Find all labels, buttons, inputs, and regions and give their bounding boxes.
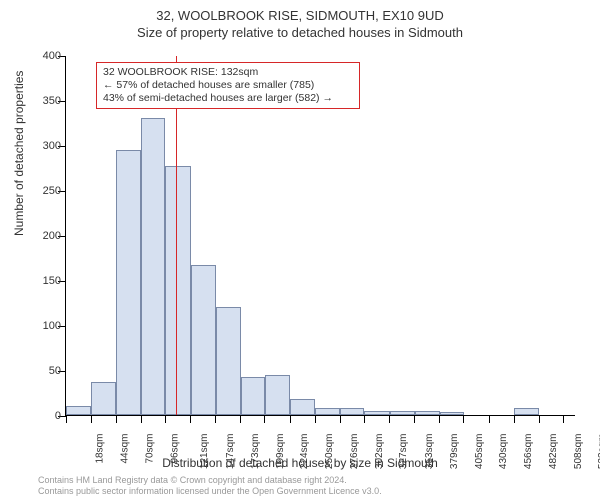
x-tick xyxy=(563,415,564,423)
chart-subtitle: Size of property relative to detached ho… xyxy=(0,25,600,40)
chart-container: 32, WOOLBROOK RISE, SIDMOUTH, EX10 9UD S… xyxy=(0,0,600,500)
x-axis-title: Distribution of detached houses by size … xyxy=(0,456,600,470)
histogram-bar xyxy=(315,408,340,415)
y-tick-label: 400 xyxy=(21,50,61,62)
y-tick-label: 0 xyxy=(21,410,61,422)
histogram-bar xyxy=(514,408,539,415)
histogram-bar xyxy=(265,375,290,416)
x-tick xyxy=(315,415,316,423)
histogram-bar xyxy=(116,150,141,416)
x-tick xyxy=(264,415,265,423)
histogram-bar xyxy=(141,118,165,415)
y-tick-label: 250 xyxy=(21,185,61,197)
annotation-line: ← 57% of detached houses are smaller (78… xyxy=(103,79,353,92)
x-tick xyxy=(190,415,191,423)
x-tick xyxy=(141,415,142,423)
plot-region: 05010015020025030035040018sqm44sqm70sqm9… xyxy=(65,56,575,416)
footer-line2: Contains public sector information licen… xyxy=(38,486,382,497)
x-tick xyxy=(116,415,117,423)
x-tick xyxy=(91,415,92,423)
x-tick xyxy=(414,415,415,423)
x-tick xyxy=(240,415,241,423)
y-tick-label: 200 xyxy=(21,230,61,242)
y-tick-label: 50 xyxy=(21,365,61,377)
x-tick xyxy=(340,415,341,423)
annotation-line: 32 WOOLBROOK RISE: 132sqm xyxy=(103,66,353,79)
histogram-bar xyxy=(66,406,91,415)
histogram-bar xyxy=(191,265,216,415)
footer-line1: Contains HM Land Registry data © Crown c… xyxy=(38,475,382,486)
x-tick xyxy=(439,415,440,423)
x-tick xyxy=(514,415,515,423)
x-tick xyxy=(389,415,390,423)
histogram-bar xyxy=(216,307,241,415)
chart-area: 05010015020025030035040018sqm44sqm70sqm9… xyxy=(65,56,575,416)
x-tick xyxy=(215,415,216,423)
histogram-bar xyxy=(390,411,415,416)
y-tick-label: 150 xyxy=(21,275,61,287)
y-tick-label: 300 xyxy=(21,140,61,152)
x-tick xyxy=(489,415,490,423)
histogram-bar xyxy=(364,411,389,415)
histogram-bar xyxy=(415,411,440,416)
annotation-box: 32 WOOLBROOK RISE: 132sqm← 57% of detach… xyxy=(96,62,360,109)
x-tick xyxy=(463,415,464,423)
histogram-bar xyxy=(241,377,265,415)
marker-line xyxy=(176,56,177,415)
chart-title: 32, WOOLBROOK RISE, SIDMOUTH, EX10 9UD xyxy=(0,0,600,25)
histogram-bar xyxy=(165,166,190,415)
y-tick-label: 350 xyxy=(21,95,61,107)
x-tick xyxy=(539,415,540,423)
histogram-bar xyxy=(91,382,116,415)
x-tick xyxy=(290,415,291,423)
annotation-line: 43% of semi-detached houses are larger (… xyxy=(103,92,353,105)
histogram-bar xyxy=(290,399,315,415)
x-tick xyxy=(66,415,67,423)
y-tick-label: 100 xyxy=(21,320,61,332)
x-tick xyxy=(165,415,166,423)
footer-attribution: Contains HM Land Registry data © Crown c… xyxy=(38,475,382,497)
histogram-bar xyxy=(340,408,364,415)
histogram-bar xyxy=(440,412,464,415)
x-tick xyxy=(364,415,365,423)
